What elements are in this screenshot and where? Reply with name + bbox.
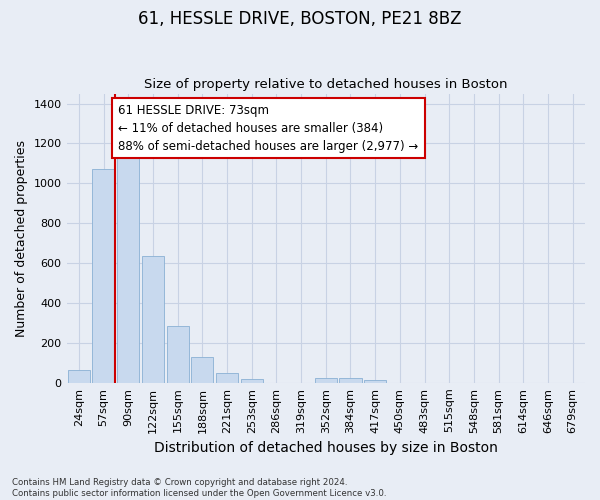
Text: 61 HESSLE DRIVE: 73sqm
← 11% of detached houses are smaller (384)
88% of semi-de: 61 HESSLE DRIVE: 73sqm ← 11% of detached… <box>118 104 419 152</box>
Text: 61, HESSLE DRIVE, BOSTON, PE21 8BZ: 61, HESSLE DRIVE, BOSTON, PE21 8BZ <box>138 10 462 28</box>
Bar <box>142 256 164 383</box>
Title: Size of property relative to detached houses in Boston: Size of property relative to detached ho… <box>144 78 508 91</box>
Bar <box>241 379 263 383</box>
Bar <box>364 380 386 383</box>
Bar <box>216 373 238 383</box>
Text: Contains HM Land Registry data © Crown copyright and database right 2024.
Contai: Contains HM Land Registry data © Crown c… <box>12 478 386 498</box>
Y-axis label: Number of detached properties: Number of detached properties <box>15 140 28 336</box>
X-axis label: Distribution of detached houses by size in Boston: Distribution of detached houses by size … <box>154 441 498 455</box>
Bar <box>340 378 362 383</box>
Bar <box>92 170 115 383</box>
Bar <box>314 378 337 383</box>
Bar <box>167 326 189 383</box>
Bar <box>68 370 90 383</box>
Bar <box>191 357 214 383</box>
Bar <box>117 152 139 383</box>
